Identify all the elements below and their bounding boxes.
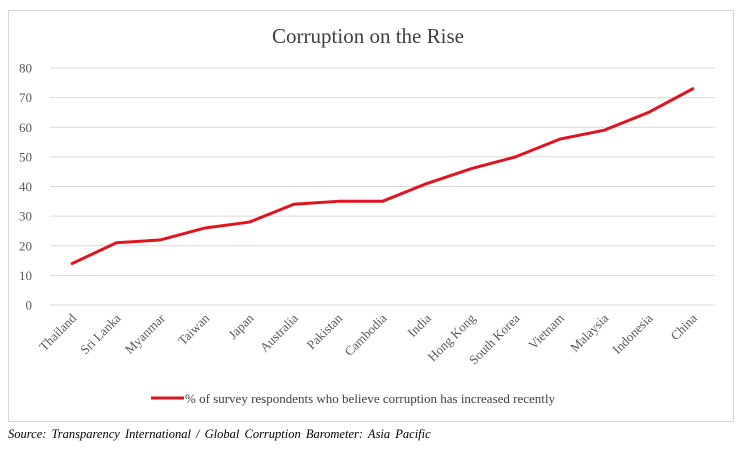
y-axis-ticks: 0 10 20 30 40 50 60 70 80 xyxy=(19,61,32,313)
y-tick-label: 10 xyxy=(19,268,32,283)
y-tick-label: 0 xyxy=(26,298,33,313)
x-tick-label: Australia xyxy=(257,310,301,354)
source-note: Source: Transparency International / Glo… xyxy=(8,427,431,441)
x-tick-label: India xyxy=(404,310,434,340)
x-tick-label: Vietnam xyxy=(525,311,567,353)
y-tick-label: 30 xyxy=(19,209,32,224)
x-tick-label: Cambodia xyxy=(341,310,390,359)
y-tick-label: 40 xyxy=(19,179,32,194)
x-tick-label: Sri Lanka xyxy=(77,310,124,357)
y-tick-label: 50 xyxy=(19,149,32,164)
x-tick-label: Malaysia xyxy=(567,310,611,354)
gridlines xyxy=(50,67,715,306)
x-tick-label: Japan xyxy=(225,310,257,342)
x-tick-label: Thailand xyxy=(36,310,80,354)
x-tick-label: Taiwan xyxy=(175,310,213,348)
x-tick-label: Indonesia xyxy=(609,310,656,357)
x-tick-label: Pakistan xyxy=(304,310,346,352)
y-tick-label: 60 xyxy=(19,120,32,135)
x-tick-label: China xyxy=(667,310,700,343)
y-tick-label: 80 xyxy=(19,61,32,76)
series-lines xyxy=(70,87,695,266)
legend-label: % of survey respondents who believe corr… xyxy=(185,391,556,406)
series-line xyxy=(70,87,695,266)
chart-title: Corruption on the Rise xyxy=(272,24,464,48)
legend: % of survey respondents who believe corr… xyxy=(151,391,556,406)
y-tick-label: 20 xyxy=(19,238,32,253)
x-tick-label: Myanmar xyxy=(122,310,169,357)
y-tick-label: 70 xyxy=(19,90,32,105)
